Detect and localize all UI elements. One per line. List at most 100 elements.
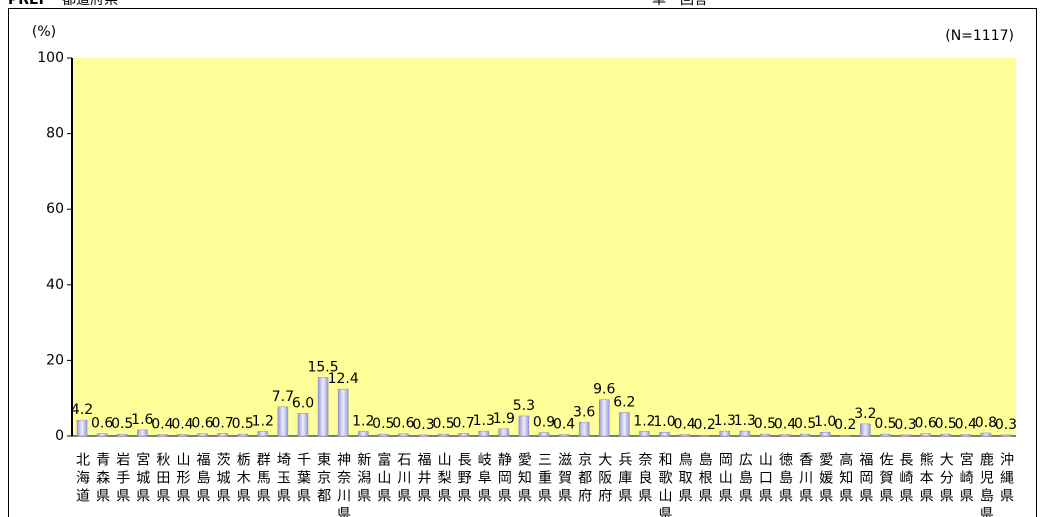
x-tick-label: 埼玉県 [275, 452, 291, 506]
bar [699, 434, 710, 437]
bar [799, 433, 811, 437]
bar [378, 433, 389, 437]
value-label: 0.4 [171, 416, 193, 432]
bar [418, 434, 429, 437]
y-tick-label: 40 [46, 277, 64, 293]
bar [357, 431, 369, 437]
y-tick-label: 100 [37, 50, 64, 66]
x-tick-label: 高知県 [837, 451, 853, 506]
value-label: 0.4 [774, 416, 796, 432]
bar [297, 413, 309, 437]
value-label: 7.7 [272, 389, 294, 405]
x-tick-label: 岩手県 [114, 452, 130, 506]
x-tick-label: 長野県 [456, 452, 472, 506]
value-label: 0.9 [533, 415, 555, 431]
value-label: 0.6 [392, 416, 414, 432]
bar [860, 423, 871, 437]
value-label: 5.3 [513, 398, 535, 414]
bar [578, 422, 590, 437]
value-label: 0.3 [995, 417, 1017, 433]
x-tick-label: 奈良県 [636, 452, 652, 506]
x-tick-label: 滋賀県 [556, 452, 572, 506]
x-tick-label: 三重県 [536, 452, 552, 506]
value-label: 0.5 [372, 416, 394, 432]
bar [116, 433, 128, 437]
header-answer-type: 単一回答 [652, 0, 708, 8]
value-label: 0.4 [673, 416, 695, 432]
bar [157, 434, 168, 437]
bar [599, 399, 610, 437]
bar [217, 433, 228, 437]
y-tick-label: 20 [46, 352, 64, 368]
bar [498, 428, 510, 437]
x-tick-label: 兵庫県 [616, 452, 632, 506]
bar [779, 434, 791, 437]
x-tick-label: 青森県 [94, 452, 110, 506]
bar [840, 434, 851, 437]
bar [920, 433, 931, 437]
value-label: 15.5 [307, 359, 338, 375]
bar [819, 431, 831, 437]
x-tick-label: 東京都 [315, 452, 331, 506]
x-tick-label: 富山県 [375, 451, 391, 506]
bar [558, 434, 570, 437]
value-label: 1.0 [653, 414, 675, 430]
bar [880, 433, 891, 437]
value-label: 0.3 [894, 417, 916, 433]
value-label: 0.4 [955, 416, 977, 432]
value-label: 0.5 [432, 416, 454, 432]
value-label: 0.7 [212, 415, 234, 431]
bar [679, 434, 690, 437]
value-label: 0.6 [191, 416, 213, 432]
bar [398, 433, 409, 437]
bar [518, 415, 530, 437]
value-label: 0.5 [935, 416, 957, 432]
bar [940, 433, 951, 437]
value-label: 0.5 [754, 416, 776, 432]
x-tick-label: 沖縄県 [998, 452, 1014, 506]
value-label: 1.6 [131, 412, 153, 428]
header-label: 都道府県 [62, 0, 118, 8]
value-label: 0.2 [834, 417, 856, 433]
value-label: 0.4 [553, 416, 575, 432]
x-tick-label: 宮崎県 [958, 452, 974, 506]
bar [478, 430, 489, 437]
header-code: PREF [8, 0, 48, 8]
value-label: 1.0 [814, 414, 836, 430]
value-label: 0.5 [232, 416, 254, 432]
x-tick-label: 岐阜県 [476, 452, 492, 506]
value-label: 0.7 [453, 415, 475, 431]
x-tick-label: 徳島県 [777, 452, 793, 506]
x-tick-label: 福井県 [415, 452, 431, 506]
value-label: 4.2 [71, 402, 93, 418]
annotation: (N=1117) [945, 28, 1014, 44]
value-label: 12.4 [328, 371, 359, 387]
x-tick-label: 京都府 [576, 452, 592, 506]
x-tick-label: 長崎県 [898, 452, 914, 506]
value-label: 1.2 [252, 413, 274, 429]
bar [960, 434, 972, 437]
x-tick-label: 石川県 [395, 452, 411, 506]
value-label: 1.3 [714, 413, 736, 429]
x-tick-label: 大阪府 [596, 452, 612, 506]
x-tick-label: 北海道 [74, 452, 90, 506]
y-tick-label: 0 [55, 428, 64, 444]
value-label: 1.2 [352, 413, 374, 429]
value-label: 0.3 [412, 417, 434, 433]
bar [1000, 434, 1012, 437]
y-axis-label: (%) [32, 24, 56, 40]
x-tick-label: 群馬県 [255, 452, 271, 506]
chart-frame [8, 8, 1037, 517]
value-label: 6.2 [613, 395, 635, 411]
bar [619, 412, 630, 437]
bar [980, 432, 992, 437]
bar [96, 433, 108, 437]
x-tick-label: 広島県 [737, 452, 753, 506]
y-tick-label: 80 [46, 126, 64, 142]
x-tick-label: 鹿児島県 [978, 451, 994, 517]
bar [277, 406, 289, 437]
bar [197, 433, 208, 437]
value-label: 0.6 [914, 416, 936, 432]
x-tick-label: 山梨県 [436, 452, 452, 506]
